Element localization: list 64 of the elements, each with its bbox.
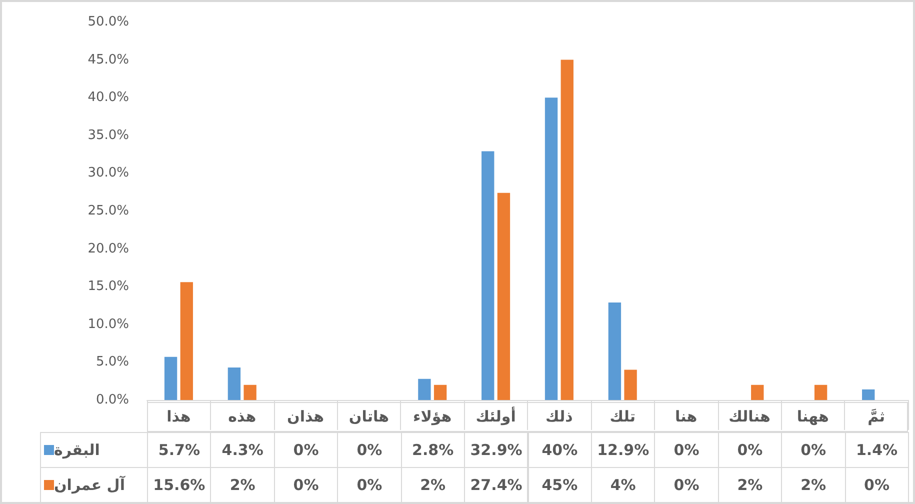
x-tick-label: هنالك	[728, 408, 770, 426]
y-tick-label: 25.0%	[88, 204, 129, 218]
bar	[180, 282, 193, 400]
x-tick-label: ثمَّ	[868, 408, 885, 426]
data-label: 0%	[844, 467, 909, 503]
bar	[164, 356, 178, 400]
data-label: 0%	[718, 432, 782, 468]
data-label: 0%	[781, 432, 846, 468]
y-tick-label: 10.0%	[88, 316, 129, 332]
bar	[608, 302, 622, 400]
x-tick-label: ههنا	[796, 408, 829, 426]
data-label: 0%	[654, 467, 719, 503]
bar	[228, 367, 241, 400]
bar	[751, 384, 764, 400]
y-tick-label: 45.0%	[88, 52, 129, 68]
bar	[244, 384, 256, 400]
data-label: 12.9%	[590, 432, 656, 468]
x-tick-label: هذان	[287, 408, 324, 426]
y-tick-label: 20.0%	[88, 241, 129, 256]
legend-label: البقرة	[54, 441, 100, 459]
x-tick-label: هذا	[166, 408, 191, 426]
bar	[418, 378, 431, 400]
y-tick-label: 40.0%	[88, 90, 129, 106]
x-tick-label: هؤلاء	[413, 408, 452, 426]
data-label: 40%	[528, 432, 592, 468]
x-tick-label: هنا	[674, 408, 698, 426]
data-label: 0%	[274, 467, 338, 503]
bar	[434, 384, 447, 400]
bar	[814, 384, 828, 400]
data-label: 45%	[528, 467, 592, 503]
x-tick-label: أولئك	[476, 406, 516, 426]
y-tick-label: 35.0%	[88, 128, 129, 143]
bar	[544, 98, 558, 400]
data-label: 2%	[400, 467, 466, 503]
data-label: 4%	[590, 467, 656, 503]
data-label: 0%	[337, 432, 402, 468]
y-tick-label: 5.0%	[96, 354, 129, 370]
bar	[862, 389, 875, 400]
data-label: 2%	[718, 467, 782, 503]
data-label: 4.3%	[210, 432, 275, 468]
data-label: 2.8%	[400, 432, 466, 468]
bar	[482, 151, 494, 400]
y-tick-label: 50.0%	[88, 14, 129, 30]
data-label: 2%	[210, 467, 275, 503]
data-label: 15.6%	[147, 467, 212, 503]
y-tick-label: 30.0%	[88, 166, 129, 181]
y-tick-label: 15.0%	[88, 279, 129, 294]
data-label: 0%	[654, 432, 719, 468]
bar	[497, 192, 510, 400]
legend-label: آل عمران	[54, 476, 125, 494]
data-label: 2%	[781, 467, 846, 503]
x-tick-label: ذلك	[546, 408, 574, 426]
data-label: 0%	[274, 432, 338, 468]
x-tick-label: هذه	[228, 408, 256, 426]
bar	[560, 60, 574, 400]
data-label: 5.7%	[147, 432, 212, 468]
x-tick-label: هاتان	[348, 408, 390, 426]
y-tick-label: 0.0%	[96, 392, 129, 408]
bar	[624, 370, 637, 400]
data-label: 32.9%	[464, 432, 528, 468]
data-label: 1.4%	[844, 432, 909, 468]
x-tick-label: تلك	[610, 408, 636, 426]
data-label: 0%	[337, 467, 402, 503]
data-label: 27.4%	[464, 467, 528, 503]
